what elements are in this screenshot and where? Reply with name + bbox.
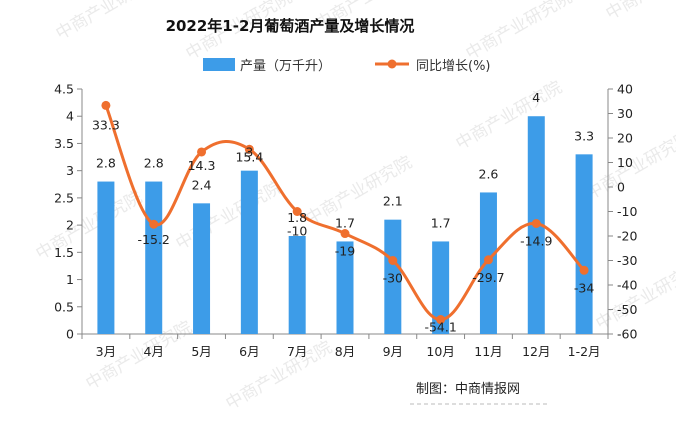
watermark-text: 中商产业研究院 xyxy=(303,153,416,230)
y-left-tick-label: 1.5 xyxy=(54,245,74,260)
bar-value-label: 2.8 xyxy=(96,156,116,171)
x-tick-label: 12月 xyxy=(522,344,550,359)
watermark-text: 中商产业研究院 xyxy=(53,0,166,44)
y-right-tick-label: -30 xyxy=(617,253,637,268)
y-right-tick-label: 20 xyxy=(617,131,633,146)
line-point xyxy=(388,256,397,265)
bar-value-label: 2.6 xyxy=(479,166,499,181)
y-left-tick-label: 3 xyxy=(66,163,74,178)
y-left-tick-label: 0 xyxy=(66,327,74,342)
y-left-tick-label: 0.5 xyxy=(54,299,74,314)
line-value-label: -10 xyxy=(287,224,307,239)
legend-line-marker xyxy=(388,60,397,69)
legend-bar-swatch xyxy=(203,58,235,71)
watermark-text: 中商产业研究院 xyxy=(453,78,566,155)
line-point xyxy=(149,220,158,229)
x-tick-label: 5月 xyxy=(191,344,211,359)
y-right-tick-label: -60 xyxy=(617,327,637,342)
bar-value-label: 4 xyxy=(532,90,540,105)
line-point xyxy=(197,147,206,156)
y-left-tick-label: 2 xyxy=(66,218,74,233)
line-value-label: -54.1 xyxy=(424,320,456,335)
y-right-tick-label: -10 xyxy=(617,204,637,219)
y-right-tick-label: 40 xyxy=(617,82,633,97)
line-value-label: -30 xyxy=(383,271,403,286)
line-point xyxy=(532,219,541,228)
bar-value-label: 1.7 xyxy=(431,215,451,230)
bar-value-label: 1.7 xyxy=(335,215,355,230)
bar xyxy=(193,203,210,334)
y-right-tick-label: 30 xyxy=(617,106,633,121)
y-left-tick-label: 4.5 xyxy=(54,82,74,97)
line-value-label: -34 xyxy=(574,280,594,295)
line-value-label: 33.3 xyxy=(92,117,120,132)
x-tick-label: 6月 xyxy=(239,344,259,359)
legend-line-label: 同比增长(%) xyxy=(416,59,491,74)
x-tick-label: 9月 xyxy=(383,344,403,359)
bar-value-label: 2.4 xyxy=(192,177,212,192)
line-value-label: -19 xyxy=(335,244,355,259)
bar xyxy=(145,182,162,334)
x-tick-label: 7月 xyxy=(287,344,307,359)
x-tick-label: 8月 xyxy=(335,344,355,359)
watermark-text: 中商产业研究院 xyxy=(593,258,676,335)
line-point xyxy=(580,266,589,275)
x-tick-label: 4月 xyxy=(144,344,164,359)
y-left-tick-label: 1 xyxy=(66,272,74,287)
chart-title: 2022年1-2月葡萄酒产量及增长情况 xyxy=(166,17,415,35)
line-value-label: 15.4 xyxy=(235,149,263,164)
y-left-tick-label: 2.5 xyxy=(54,190,74,205)
y-left-tick-label: 3.5 xyxy=(54,136,74,151)
x-tick-label: 3月 xyxy=(96,344,116,359)
y-right-tick-label: 0 xyxy=(617,180,625,195)
x-tick-label: 1-2月 xyxy=(568,344,601,359)
legend-bar-label: 产量（万千升） xyxy=(240,59,331,74)
y-right-tick-label: 10 xyxy=(617,155,633,170)
line-point xyxy=(101,101,110,110)
bar xyxy=(289,236,306,334)
bar-value-label: 2.1 xyxy=(383,194,403,209)
legend: 产量（万千升） 同比增长(%) xyxy=(203,58,491,74)
line-point xyxy=(484,255,493,264)
y-right-tick-label: -20 xyxy=(617,229,637,244)
source-note: 制图：中商情报网 xyxy=(416,382,520,397)
watermark-text: 中商产业研究院 xyxy=(463,0,576,64)
line-value-label: -14.9 xyxy=(520,234,552,249)
bar-value-label: 2.8 xyxy=(144,156,164,171)
line-value-label: -15.2 xyxy=(138,232,170,247)
y-right-tick-label: -40 xyxy=(617,278,637,293)
y-right-tick-label: -50 xyxy=(617,302,637,317)
x-tick-label: 10月 xyxy=(426,344,454,359)
watermark-text: 中商产业研究院 xyxy=(603,0,676,24)
line-value-label: -29.7 xyxy=(472,270,504,285)
watermark-text: 中商产业研究院 xyxy=(33,188,146,265)
watermark-text: 中商产业研究院 xyxy=(173,178,286,255)
bar-value-label: 3.3 xyxy=(574,128,594,143)
bar xyxy=(576,154,593,334)
x-tick-label: 11月 xyxy=(474,344,502,359)
y-left-tick-label: 4 xyxy=(66,109,74,124)
line-value-label: 14.3 xyxy=(188,158,216,173)
bar xyxy=(241,171,258,334)
bar xyxy=(97,182,114,334)
